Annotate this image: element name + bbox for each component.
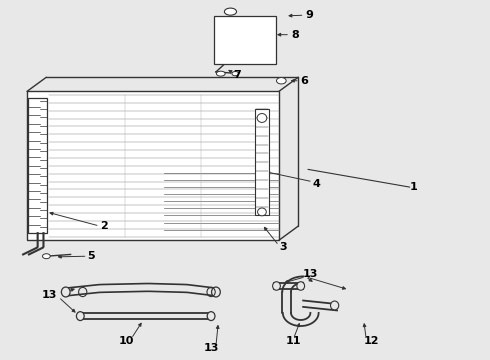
Text: 7: 7 bbox=[233, 71, 241, 80]
Text: 12: 12 bbox=[364, 336, 379, 346]
Bar bbox=[255, 109, 269, 215]
Ellipse shape bbox=[217, 71, 225, 76]
Ellipse shape bbox=[330, 301, 339, 310]
Ellipse shape bbox=[43, 254, 50, 259]
Text: 2: 2 bbox=[99, 221, 107, 231]
Text: 3: 3 bbox=[279, 242, 287, 252]
Ellipse shape bbox=[272, 282, 280, 290]
Text: 4: 4 bbox=[313, 179, 320, 189]
Ellipse shape bbox=[212, 287, 220, 297]
Text: 13: 13 bbox=[303, 269, 318, 279]
Text: 11: 11 bbox=[286, 336, 302, 346]
Text: 13: 13 bbox=[203, 343, 219, 354]
Text: 8: 8 bbox=[291, 30, 299, 40]
Text: 6: 6 bbox=[301, 76, 309, 86]
Ellipse shape bbox=[258, 208, 267, 216]
Text: 9: 9 bbox=[306, 10, 314, 20]
Ellipse shape bbox=[207, 312, 215, 320]
Text: 1: 1 bbox=[410, 182, 417, 192]
Ellipse shape bbox=[61, 287, 70, 297]
Ellipse shape bbox=[276, 77, 286, 84]
Text: 10: 10 bbox=[119, 336, 134, 346]
FancyBboxPatch shape bbox=[215, 16, 275, 64]
Ellipse shape bbox=[257, 113, 267, 122]
Text: 5: 5 bbox=[88, 251, 95, 261]
Ellipse shape bbox=[224, 8, 237, 15]
Bar bbox=[27, 91, 279, 240]
Ellipse shape bbox=[297, 282, 305, 290]
Text: 13: 13 bbox=[42, 290, 57, 300]
Ellipse shape bbox=[232, 72, 239, 76]
Bar bbox=[28, 99, 48, 233]
Ellipse shape bbox=[76, 312, 84, 320]
